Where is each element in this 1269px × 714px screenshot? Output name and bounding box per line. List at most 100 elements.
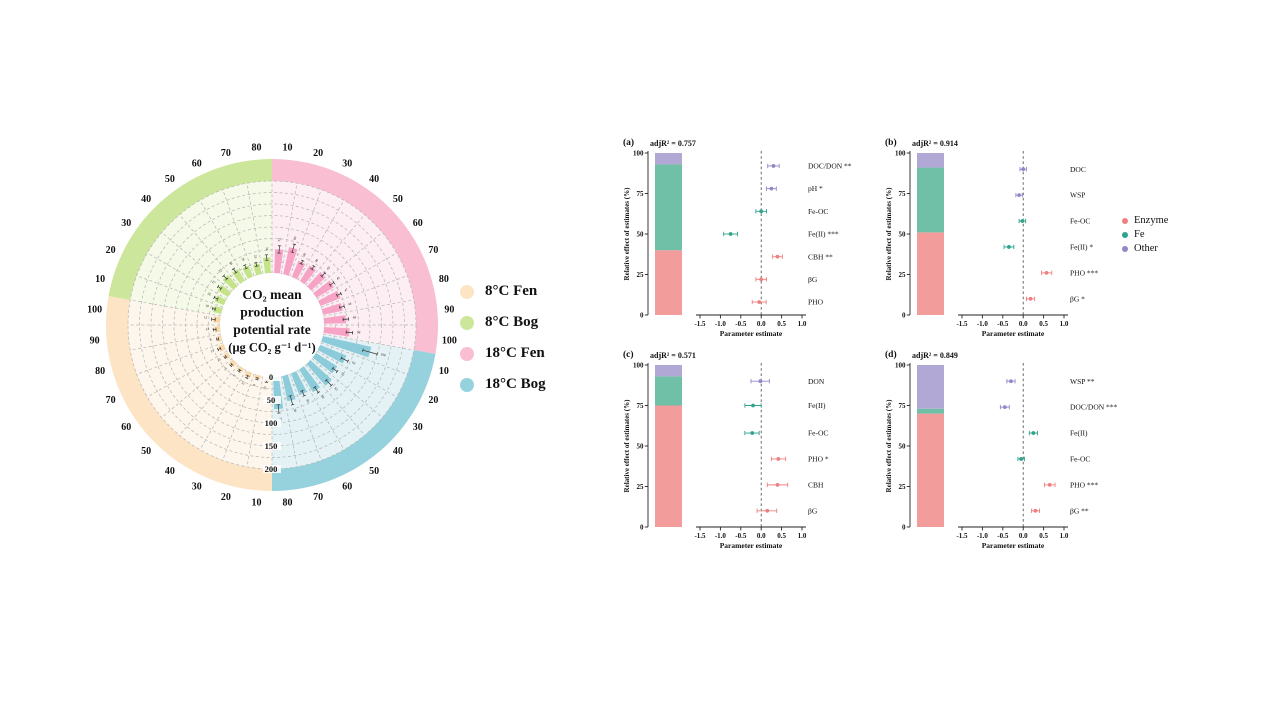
polar-bar-value: 60 — [293, 236, 298, 241]
estimate-point — [1031, 431, 1036, 435]
row-label: Fe-OC — [808, 429, 828, 438]
angular-tick-label: 50 — [369, 466, 379, 477]
angular-gridline — [161, 358, 233, 418]
y-tick-label: 0 — [902, 523, 906, 531]
polar-bar — [217, 284, 232, 298]
polar-error-bar — [325, 379, 332, 386]
polar-error-cap — [214, 307, 217, 311]
polar-bar — [263, 257, 271, 274]
polar-error-cap — [340, 291, 343, 296]
polar-error-bar — [329, 282, 335, 286]
y-tick-label: 50 — [637, 230, 645, 238]
polar-bar-value: 15 — [204, 315, 208, 319]
polar-bar-value: 56 — [357, 330, 361, 334]
angular-gridline — [320, 342, 408, 375]
group-legend-swatch-icon — [1122, 217, 1128, 224]
stack-segment-enzyme — [917, 413, 944, 527]
y-tick-label: 75 — [637, 190, 645, 198]
angular-tick-label: 20 — [106, 245, 116, 256]
angular-tick-label: 30 — [342, 159, 352, 170]
x-tick-label: 0.0 — [1019, 532, 1028, 540]
angular-tick-label: 10 — [95, 274, 105, 285]
polar-bar — [313, 280, 335, 298]
x-axis-title: Parameter estimate — [720, 541, 783, 550]
legend-item: 18°C Bog — [460, 376, 546, 393]
polar-bar-value: 12 — [205, 327, 209, 331]
angular-tick-label: 40 — [369, 174, 379, 185]
legend-swatch-icon — [460, 284, 474, 299]
polar-bar-value: 40 — [314, 258, 319, 263]
temperature-site-legend: 8°C Fen 8°C Bog 18°C Fen 18°C Bog — [460, 283, 546, 407]
adj-r2-label: adjR² = 0.757 — [650, 139, 696, 148]
angular-gridline — [136, 275, 224, 308]
y-tick-label: 75 — [899, 190, 907, 198]
group-legend-label: Fe — [1134, 229, 1145, 240]
x-tick-label: 1.0 — [1060, 320, 1069, 328]
polar-error-cap — [328, 283, 332, 287]
row-label: WSP ** — [1070, 377, 1095, 386]
angular-gridline — [311, 358, 383, 418]
angular-tick-label: 60 — [342, 481, 352, 492]
angular-gridline — [147, 350, 228, 398]
polar-error-cap — [301, 259, 305, 262]
estimate-point — [1028, 296, 1033, 301]
angular-tick-label: 70 — [221, 148, 231, 159]
stack-segment-enzyme — [917, 232, 944, 315]
x-axis-title: Parameter estimate — [720, 329, 783, 338]
polar-error-cap — [346, 359, 350, 363]
angular-tick-label: 20 — [313, 148, 323, 159]
polar-error-cap — [316, 391, 320, 394]
x-tick-label: -1.5 — [956, 532, 968, 540]
angular-tick-label: 70 — [313, 492, 323, 503]
polar-bar-value: 9 — [209, 338, 212, 342]
estimate-point — [775, 482, 780, 487]
angular-tick-label: 60 — [413, 218, 423, 229]
radial-tick-bg — [263, 465, 281, 473]
polar-bar — [312, 352, 338, 374]
row-label: PHO — [808, 298, 824, 307]
polar-bar — [283, 247, 298, 276]
legend-item: 8°C Fen — [460, 283, 546, 300]
quadrant-ring — [108, 159, 272, 300]
polar-error-cap — [230, 362, 234, 366]
polar-error-cap — [216, 347, 220, 352]
estimate-point — [1047, 482, 1052, 487]
variable-group-legend: Enzyme Fe Other — [1122, 215, 1168, 257]
polar-error-bar — [289, 395, 293, 405]
polar-error-cap — [329, 383, 333, 387]
y-tick-label: 25 — [637, 271, 645, 279]
polar-error-cap — [224, 354, 228, 359]
estimate-point — [1021, 167, 1026, 172]
angular-gridline — [246, 183, 264, 274]
polar-bar-value: 55 — [340, 372, 345, 377]
polar-error-cap — [324, 378, 328, 382]
x-tick-label: 0.5 — [777, 320, 786, 328]
angular-gridline — [199, 200, 247, 281]
angular-gridline — [246, 376, 264, 467]
estimate-point — [775, 254, 780, 259]
legend-item: 18°C Fen — [460, 345, 546, 362]
x-tick-label: -1.5 — [956, 320, 968, 328]
y-tick-label: 25 — [637, 483, 645, 491]
row-label: DOC/DON ** — [808, 162, 852, 171]
legend-label: 18°C Bog — [485, 376, 546, 392]
angular-tick-label: 80 — [251, 143, 261, 154]
adj-r2-label: adjR² = 0.849 — [912, 351, 958, 360]
polar-error-bar — [300, 260, 304, 265]
y-tick-label: 50 — [637, 442, 645, 450]
polar-error-bar — [336, 293, 342, 296]
panel-svg: (a) adjR² = 0.757 0 25 50 75 100 Relative effec… — [623, 137, 852, 338]
polar-title-line: CO₂ mean — [242, 287, 302, 302]
estimate-point — [750, 431, 755, 435]
panel-letter: (b) — [885, 137, 897, 148]
polar-error-cap — [219, 287, 223, 291]
polar-error-bar — [311, 265, 315, 270]
angular-tick-label: 90 — [444, 304, 454, 315]
group-legend-label: Other — [1134, 243, 1158, 254]
polar-error-bar — [301, 390, 305, 396]
polar-error-cap — [216, 297, 219, 301]
estimate-point — [1044, 270, 1049, 275]
polar-error-cap — [255, 376, 260, 379]
row-label: Fe(II) * — [1070, 243, 1093, 252]
row-label: Fe(II) — [808, 401, 826, 410]
